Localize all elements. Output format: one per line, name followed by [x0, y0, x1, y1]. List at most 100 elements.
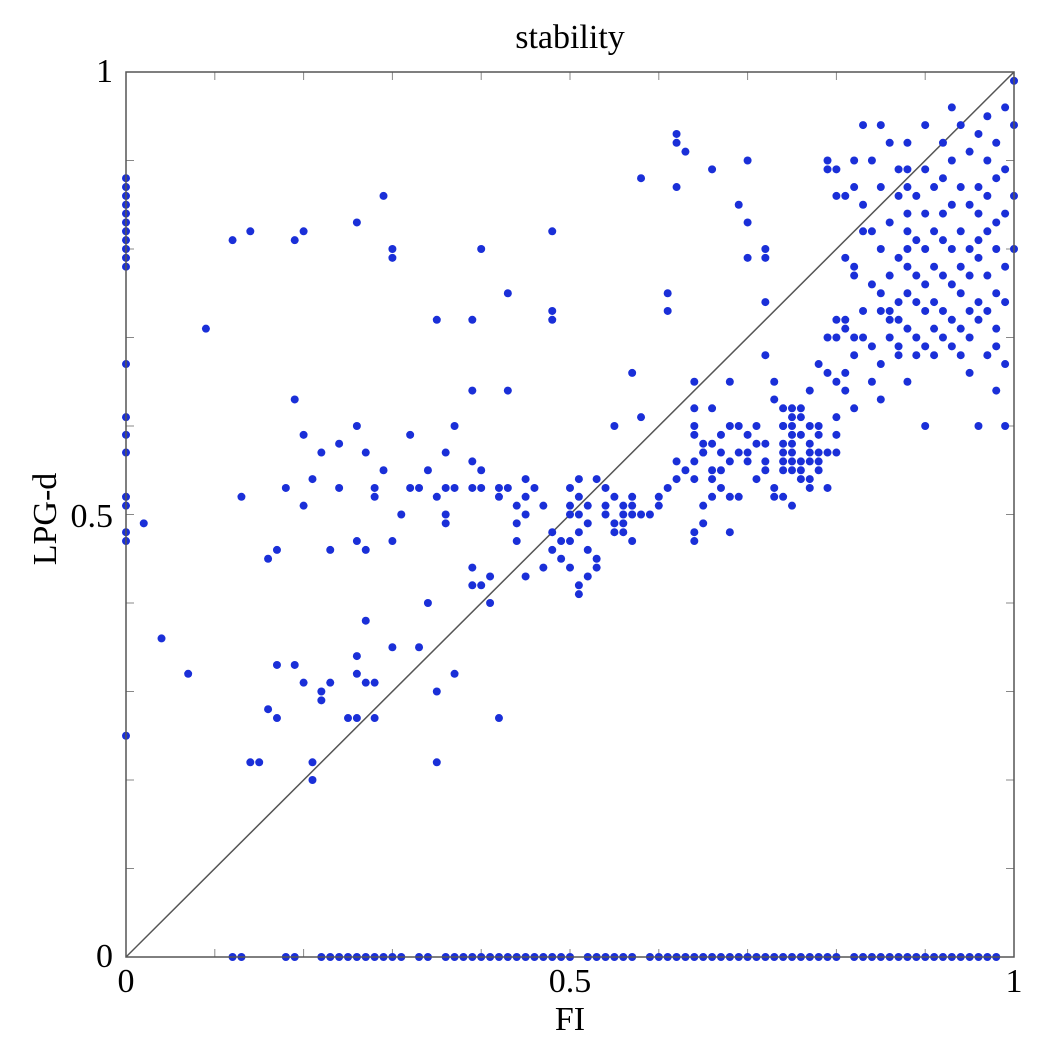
data-point [503, 289, 512, 298]
data-point [388, 643, 397, 652]
data-point [832, 430, 841, 439]
data-point [983, 306, 992, 315]
data-point [574, 475, 583, 484]
data-point [779, 457, 788, 466]
data-point [1001, 209, 1010, 218]
data-point [770, 377, 779, 386]
data-point [503, 386, 512, 395]
chart-title: stability [515, 19, 625, 56]
data-point [290, 660, 299, 669]
data-point [397, 510, 406, 519]
data-point [850, 262, 859, 271]
data-point [432, 492, 441, 501]
data-point [583, 501, 592, 510]
data-point [663, 289, 672, 298]
data-point [823, 333, 832, 342]
data-point [867, 342, 876, 351]
data-point [548, 315, 557, 324]
y-tick-label: 0.5 [71, 498, 114, 535]
data-point [1001, 165, 1010, 174]
data-point [423, 466, 432, 475]
data-point [788, 413, 796, 422]
data-point [885, 333, 894, 342]
data-point [361, 448, 370, 457]
data-point [938, 333, 947, 342]
data-point [894, 342, 903, 351]
data-point [850, 351, 859, 360]
data-point [903, 245, 912, 253]
data-point [841, 191, 850, 200]
data-point [956, 324, 965, 333]
data-point [823, 156, 832, 165]
data-point [566, 537, 574, 546]
data-point [708, 165, 717, 174]
data-point [921, 422, 930, 430]
data-point [832, 413, 841, 422]
plot-frame [125, 71, 1015, 958]
data-point [779, 466, 788, 475]
data-point [423, 599, 432, 607]
data-point [876, 245, 885, 253]
data-point [805, 386, 814, 395]
data-point [734, 422, 743, 430]
data-point [983, 191, 992, 200]
data-point [184, 669, 193, 678]
data-point [432, 687, 441, 696]
data-point [947, 156, 956, 165]
data-point [450, 422, 459, 430]
data-point [432, 315, 441, 324]
data-point [859, 227, 868, 236]
data-point [326, 678, 335, 687]
data-point [477, 581, 486, 590]
data-point [477, 466, 486, 475]
data-point [272, 545, 281, 554]
data-point [379, 191, 388, 200]
data-point [956, 227, 965, 236]
data-point [823, 483, 832, 492]
data-point [832, 315, 841, 324]
data-point [992, 324, 1001, 333]
data-point [708, 492, 717, 501]
data-point [974, 422, 983, 430]
data-point [690, 377, 699, 386]
data-point [779, 492, 788, 501]
data-point [930, 324, 939, 333]
data-point [557, 537, 566, 546]
data-point [938, 209, 947, 218]
data-point [912, 351, 921, 360]
data-point [938, 174, 947, 183]
data-point [548, 306, 557, 315]
data-point [903, 289, 912, 298]
data-point [921, 209, 930, 218]
data-point [326, 545, 335, 554]
data-point [503, 483, 512, 492]
data-point [903, 183, 912, 192]
data-point [361, 616, 370, 625]
data-point [734, 492, 743, 501]
data-point [832, 165, 841, 174]
data-point [681, 147, 690, 156]
data-point [610, 492, 619, 501]
data-point [317, 696, 326, 705]
data-point [264, 705, 273, 714]
data-point [867, 280, 876, 289]
data-point [805, 457, 814, 466]
data-point [885, 218, 894, 227]
data-point [592, 475, 601, 484]
data-point [388, 537, 397, 546]
y-tick-label: 0 [96, 938, 113, 975]
data-point [708, 404, 717, 413]
data-point [352, 218, 361, 227]
data-point [708, 439, 717, 448]
data-point [965, 271, 974, 280]
data-point [974, 236, 983, 245]
data-point [788, 422, 796, 430]
data-point [814, 360, 823, 369]
data-point [308, 776, 317, 784]
data-point [566, 501, 574, 510]
data-point [370, 678, 379, 687]
data-point [930, 227, 939, 236]
data-point [930, 183, 939, 192]
data-point [876, 360, 885, 369]
data-point [432, 758, 441, 767]
